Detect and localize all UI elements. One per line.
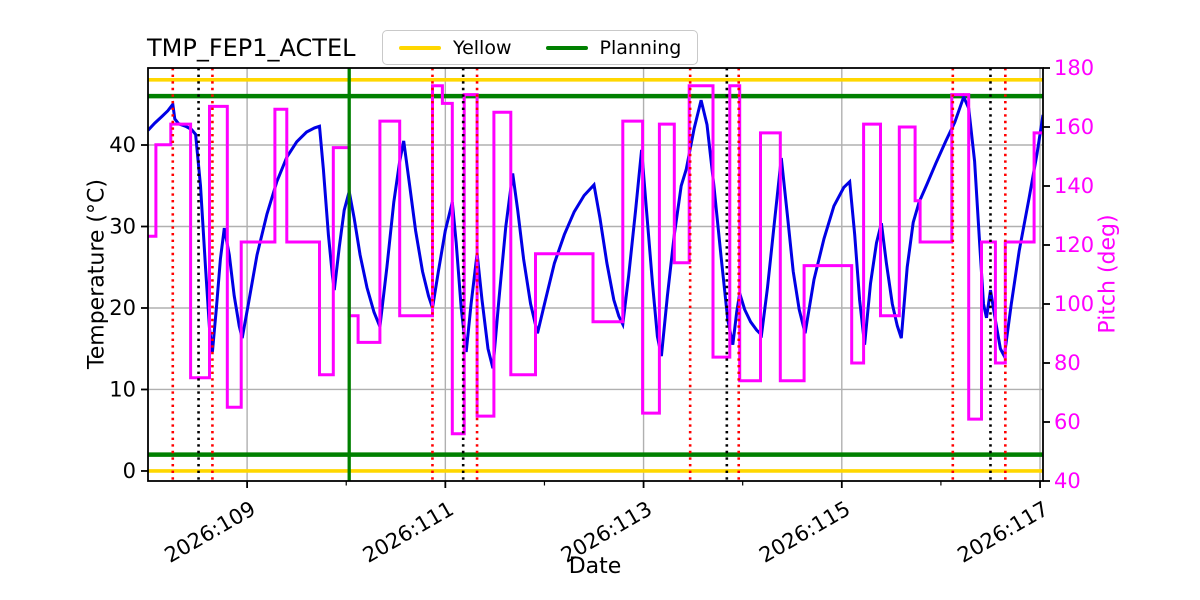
- y-right-tick-label: 60: [1054, 410, 1081, 434]
- y-left-tick-label: 40: [109, 133, 136, 157]
- y-right-tick-label: 180: [1054, 56, 1094, 80]
- chart-title: TMP_FEP1_ACTEL: [147, 34, 356, 62]
- y-right-tick-label: 160: [1054, 115, 1094, 139]
- x-tick-label: 2026:117: [953, 497, 1052, 568]
- x-axis-label: Date: [568, 554, 622, 579]
- y-right-tick-label: 100: [1054, 292, 1094, 316]
- y-axis-label-temperature: Temperature (°C): [84, 179, 110, 369]
- pitch-series-line: [148, 84, 1043, 436]
- plot-frame: [147, 67, 1044, 482]
- legend-entry-yellow: Yellow: [399, 37, 512, 59]
- legend-label: Planning: [599, 36, 682, 59]
- y-right-tick-label: 40: [1054, 469, 1081, 493]
- yellow-line-swatch-icon: [399, 45, 441, 50]
- y-right-tick-label: 80: [1054, 351, 1081, 375]
- y-right-tick-label: 140: [1054, 174, 1094, 198]
- x-tick-label: 2026:111: [359, 497, 458, 568]
- y-left-tick-label: 20: [109, 296, 136, 320]
- x-tick-label: 2026:109: [160, 497, 259, 568]
- y-right-tick-label: 120: [1054, 233, 1094, 257]
- temperature-series-line: [148, 92, 1043, 369]
- legend-entry-planning: Planning: [545, 36, 682, 59]
- y-left-tick-label: 30: [109, 215, 136, 239]
- y-left-tick-label: 10: [109, 377, 136, 401]
- y-axis-label-pitch: Pitch (deg): [1095, 214, 1121, 334]
- legend: Yellow Planning: [382, 30, 699, 65]
- y-left-tick-label: 0: [123, 459, 136, 483]
- legend-label: Yellow: [453, 36, 512, 59]
- planning-line-swatch-icon: [545, 45, 588, 50]
- x-tick-label: 2026:115: [755, 497, 854, 568]
